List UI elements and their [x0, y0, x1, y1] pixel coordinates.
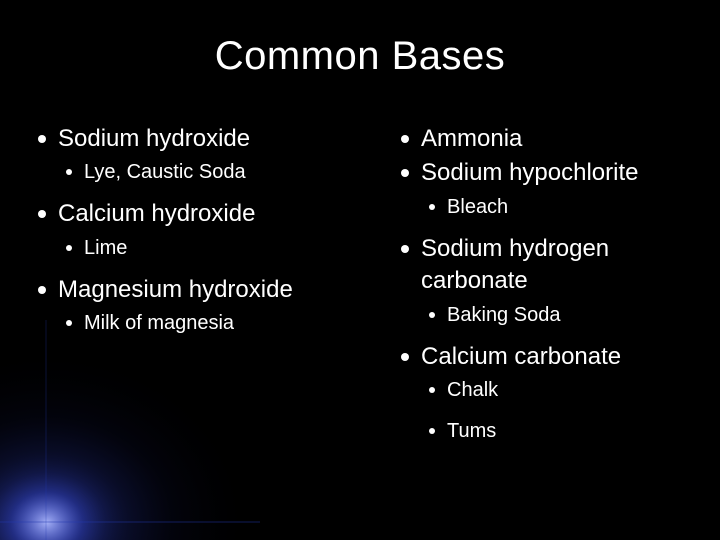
list-item: Tums	[397, 416, 690, 447]
slide-title: Common Bases	[34, 34, 686, 79]
list-item: Lime	[34, 233, 373, 264]
right-column: Ammonia Sodium hypochlorite Bleach Sodiu…	[397, 123, 690, 457]
right-list: Ammonia Sodium hypochlorite Bleach Sodiu…	[397, 123, 690, 447]
list-item: Calcium hydroxide	[34, 198, 373, 230]
list-item: Calcium carbonate	[397, 341, 690, 373]
list-item: Chalk	[397, 375, 690, 406]
list-item: Ammonia	[397, 123, 690, 155]
left-column: Sodium hydroxide Lye, Caustic Soda Calci…	[34, 123, 373, 457]
list-item: Sodium hypochlorite	[397, 157, 690, 189]
list-item: Baking Soda	[397, 300, 690, 331]
list-item: Milk of magnesia	[34, 308, 373, 339]
left-list: Sodium hydroxide Lye, Caustic Soda Calci…	[34, 123, 373, 339]
list-item: Lye, Caustic Soda	[34, 157, 373, 188]
list-item: Sodium hydroxide	[34, 123, 373, 155]
slide: Common Bases Sodium hydroxide Lye, Caust…	[0, 0, 720, 540]
list-item: Bleach	[397, 192, 690, 223]
list-item: Sodium hydrogen carbonate	[397, 233, 690, 298]
list-item: Magnesium hydroxide	[34, 274, 373, 306]
content-columns: Sodium hydroxide Lye, Caustic Soda Calci…	[34, 123, 686, 457]
